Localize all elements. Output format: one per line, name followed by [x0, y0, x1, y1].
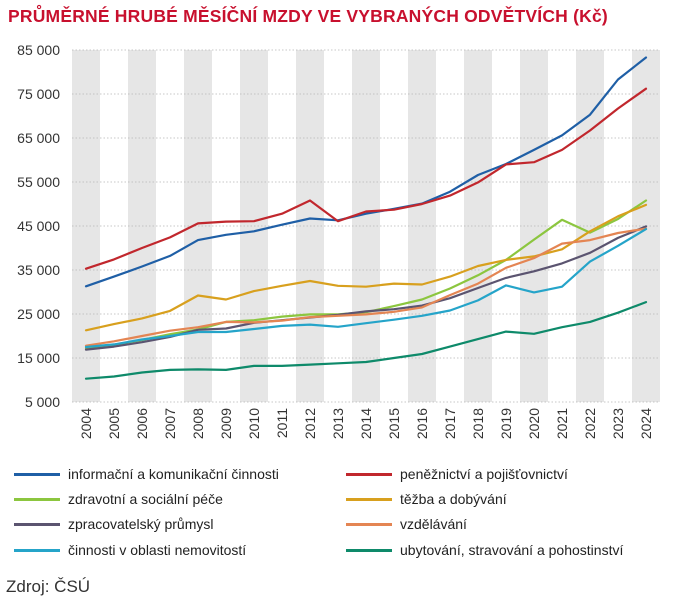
x-tick-label: 2020 — [526, 408, 542, 439]
y-tick-label: 15 000 — [17, 350, 60, 366]
legend-label: ubytování, stravování a pohostinství — [400, 542, 624, 558]
series-line — [84, 56, 648, 288]
x-tick-label: 2011 — [274, 408, 290, 438]
line-chart: 5 000 15 000 25 000 35 000 45 000 55 000 65 00… — [17, 42, 660, 439]
legend-label: informační a komunikační činnosti — [68, 466, 279, 482]
legend-swatch — [346, 548, 392, 552]
y-tick-label: 85 000 — [17, 42, 60, 58]
series-line — [84, 227, 648, 347]
x-tick-label: 2007 — [162, 408, 178, 439]
x-tick-label: 2012 — [302, 408, 318, 439]
x-tick-label: 2019 — [498, 408, 514, 439]
x-tick-label: 2005 — [106, 408, 122, 439]
legend-label: peněžnictví a pojišťovnictví — [400, 466, 568, 482]
legend-label: činnosti v oblasti nemovitostí — [68, 542, 247, 558]
legend-swatch — [346, 472, 392, 476]
y-tick-label: 55 000 — [17, 174, 60, 190]
x-tick-label: 2021 — [554, 408, 570, 439]
series-line — [84, 87, 648, 270]
legend-label: zdravotní a sociální péče — [68, 491, 223, 507]
legend-item: činnosti v oblasti nemovitostí — [14, 540, 246, 560]
x-tick-label: 2023 — [610, 408, 626, 439]
y-tick-label: 25 000 — [17, 306, 60, 322]
legend-item: zpracovatelský průmysl — [14, 514, 214, 534]
y-tick-label: 35 000 — [17, 262, 60, 278]
y-tick-label: 45 000 — [17, 218, 60, 234]
x-tick-label: 2017 — [442, 408, 458, 439]
x-tick-label: 2008 — [190, 408, 206, 439]
y-tick-label: 5 000 — [25, 394, 60, 410]
legend-swatch — [14, 472, 60, 476]
legend-swatch — [14, 548, 60, 552]
series-line — [84, 203, 648, 332]
x-tick-label: 2014 — [358, 408, 374, 439]
legend-item: informační a komunikační činnosti — [14, 464, 279, 484]
series-line — [84, 301, 648, 380]
legend-item: těžba a dobývání — [346, 489, 507, 509]
legend-swatch — [14, 522, 60, 526]
legend-label: vzdělávání — [400, 516, 467, 532]
legend-swatch — [14, 497, 60, 501]
x-tick-label: 2010 — [246, 408, 262, 439]
legend-label: těžba a dobývání — [400, 491, 507, 507]
legend-item: peněžnictví a pojišťovnictví — [346, 464, 568, 484]
chart-title: PRŮMĚRNÉ HRUBÉ MĚSÍČNÍ MZDY VE VYBRANÝCH… — [8, 6, 608, 26]
x-tick-label: 2018 — [470, 408, 486, 439]
x-tick-label: 2024 — [638, 408, 654, 439]
x-tick-label: 2015 — [386, 408, 402, 439]
x-tick-label: 2016 — [414, 408, 430, 439]
series-line — [84, 228, 648, 349]
legend-item: ubytování, stravování a pohostinství — [346, 540, 623, 560]
legend-label: zpracovatelský průmysl — [68, 516, 214, 532]
legend-swatch — [346, 497, 392, 501]
y-tick-label: 65 000 — [17, 130, 60, 146]
source-note: Zdroj: ČSÚ — [6, 577, 91, 596]
x-tick-label: 2013 — [330, 408, 346, 439]
x-tick-label: 2022 — [582, 408, 598, 439]
x-tick-label: 2004 — [78, 408, 94, 439]
legend-item: vzdělávání — [346, 514, 467, 534]
x-tick-label: 2006 — [134, 408, 150, 439]
x-tick-label: 2009 — [218, 408, 234, 439]
legend-swatch — [346, 522, 392, 526]
y-tick-label: 75 000 — [17, 86, 60, 102]
legend-item: zdravotní a sociální péče — [14, 489, 223, 509]
